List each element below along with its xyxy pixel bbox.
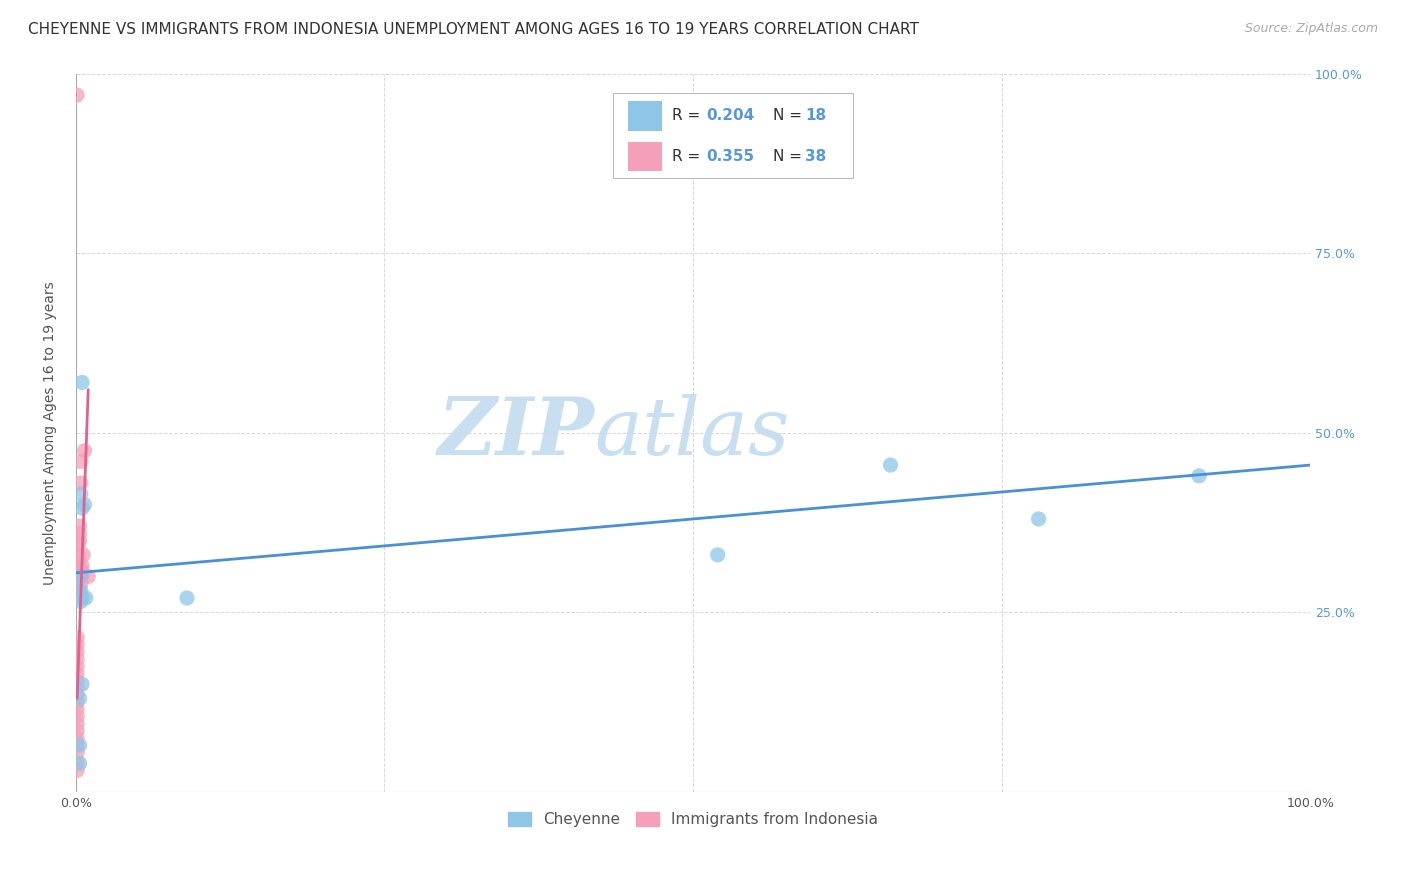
Point xyxy=(66,659,89,673)
Point xyxy=(66,688,89,702)
Point xyxy=(70,558,93,573)
Point xyxy=(75,591,97,605)
Point xyxy=(69,576,91,591)
Point xyxy=(69,476,91,491)
Text: 38: 38 xyxy=(806,149,827,164)
Point xyxy=(66,764,89,778)
Point xyxy=(706,548,728,562)
Point xyxy=(67,591,90,605)
Point xyxy=(67,558,90,573)
Point xyxy=(66,731,89,745)
Point xyxy=(66,723,89,738)
Point xyxy=(66,638,89,652)
Text: 18: 18 xyxy=(806,108,827,123)
Point xyxy=(69,569,91,583)
Point xyxy=(66,666,89,681)
Point xyxy=(70,501,93,516)
Text: 0.355: 0.355 xyxy=(707,149,755,164)
Point xyxy=(70,591,93,605)
Point xyxy=(1188,468,1211,483)
Point xyxy=(66,88,89,103)
Text: 0.204: 0.204 xyxy=(707,108,755,123)
Point xyxy=(69,738,91,752)
Point xyxy=(69,594,91,608)
Text: atlas: atlas xyxy=(595,394,790,472)
Text: R =: R = xyxy=(672,149,706,164)
Point xyxy=(67,548,90,562)
Y-axis label: Unemployment Among Ages 16 to 19 years: Unemployment Among Ages 16 to 19 years xyxy=(44,281,58,584)
Text: Source: ZipAtlas.com: Source: ZipAtlas.com xyxy=(1244,22,1378,36)
Point xyxy=(69,756,91,771)
Text: R =: R = xyxy=(672,108,706,123)
Point xyxy=(1028,512,1050,526)
Point xyxy=(66,645,89,659)
FancyBboxPatch shape xyxy=(627,142,662,171)
Point xyxy=(66,702,89,716)
Point xyxy=(67,569,90,583)
Text: N =: N = xyxy=(773,108,807,123)
Point xyxy=(66,673,89,688)
Point xyxy=(67,537,90,551)
Point xyxy=(69,533,91,548)
Point xyxy=(70,376,93,390)
Text: CHEYENNE VS IMMIGRANTS FROM INDONESIA UNEMPLOYMENT AMONG AGES 16 TO 19 YEARS COR: CHEYENNE VS IMMIGRANTS FROM INDONESIA UN… xyxy=(28,22,920,37)
Point xyxy=(77,569,100,583)
FancyBboxPatch shape xyxy=(627,101,662,130)
Point xyxy=(176,591,198,605)
Point xyxy=(69,691,91,706)
Point xyxy=(70,677,93,691)
Point xyxy=(66,652,89,666)
Point xyxy=(73,498,96,512)
Point xyxy=(66,681,89,695)
Point xyxy=(66,631,89,645)
Point xyxy=(73,443,96,458)
Point xyxy=(69,519,91,533)
Point xyxy=(70,569,93,583)
Point xyxy=(879,458,901,472)
Point xyxy=(69,487,91,501)
Point xyxy=(69,583,91,598)
Legend: Cheyenne, Immigrants from Indonesia: Cheyenne, Immigrants from Indonesia xyxy=(501,805,886,835)
Point xyxy=(69,526,91,541)
Point xyxy=(66,738,89,752)
Point xyxy=(69,454,91,468)
Point xyxy=(66,756,89,771)
Point xyxy=(66,695,89,709)
Text: N =: N = xyxy=(773,149,807,164)
Point xyxy=(66,709,89,723)
Text: ZIP: ZIP xyxy=(437,394,595,472)
Point xyxy=(66,716,89,731)
FancyBboxPatch shape xyxy=(613,93,853,178)
Point xyxy=(72,548,94,562)
Point xyxy=(69,562,91,576)
Point xyxy=(67,583,90,598)
Point xyxy=(66,746,89,760)
